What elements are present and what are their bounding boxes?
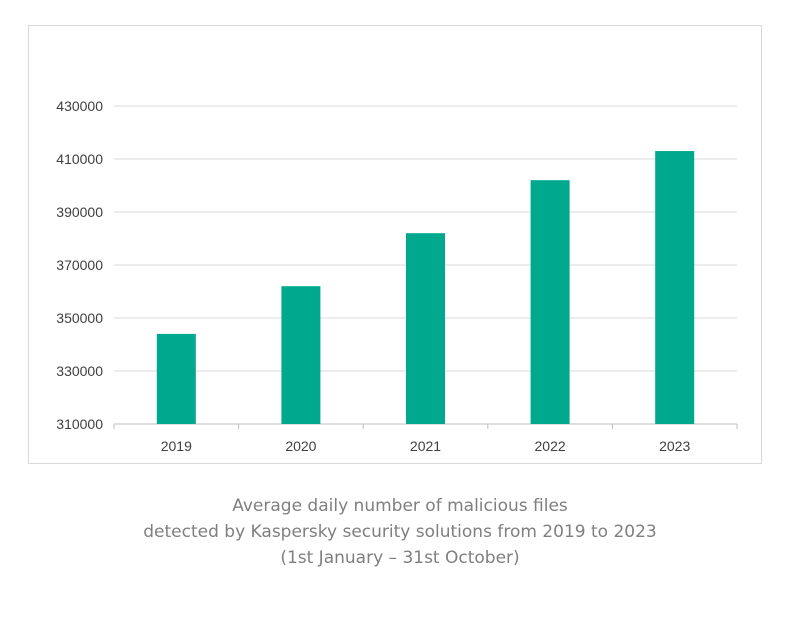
y-tick-label: 430000: [56, 98, 103, 114]
chart-frame: 310000 330000 350000 370000 390000 410000 4300…: [28, 25, 762, 464]
y-tick-label: 350000: [56, 310, 103, 326]
x-tick-label: 2020: [285, 438, 316, 454]
x-tick-label: 2021: [410, 438, 441, 454]
y-tick-label: 390000: [56, 204, 103, 220]
bar-2021: [406, 233, 445, 424]
y-tick-label: 370000: [56, 257, 103, 273]
x-tick-label: 2019: [161, 438, 192, 454]
bar-2022: [530, 180, 570, 424]
caption-line-3: (1st January – 31st October): [280, 548, 520, 568]
y-tick-label: 410000: [56, 151, 103, 167]
bar-2023: [655, 151, 695, 425]
x-tick-label: 2022: [535, 438, 566, 454]
y-tick-label: 330000: [56, 363, 103, 379]
bar-2020: [281, 286, 321, 424]
bar-2019: [156, 333, 196, 424]
chart-caption: Average daily number of malicious files …: [0, 493, 800, 571]
y-tick-label: 310000: [56, 416, 103, 432]
caption-line-1: Average daily number of malicious files: [232, 496, 568, 516]
bar-chart: 310000 330000 350000 370000 390000 410000 4300…: [56, 98, 738, 454]
x-tick-label: 2023: [659, 438, 690, 454]
caption-line-2: detected by Kaspersky security solutions…: [143, 522, 657, 542]
